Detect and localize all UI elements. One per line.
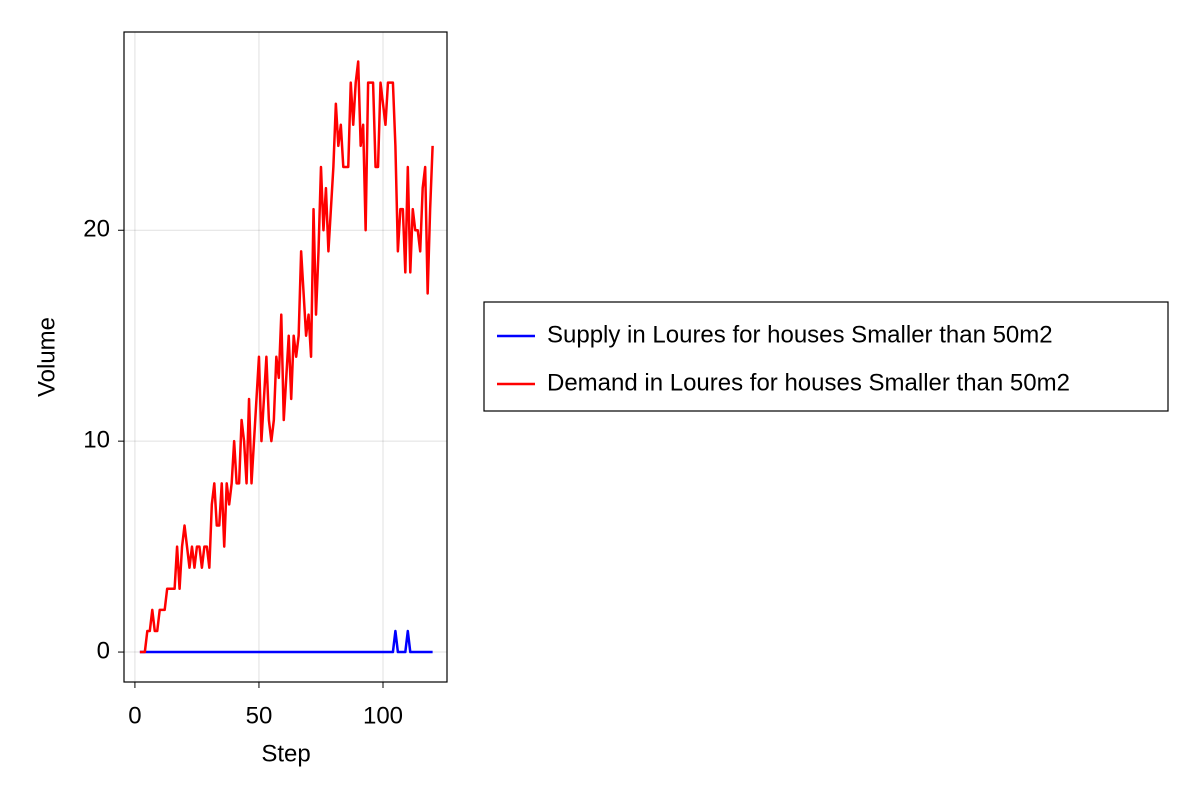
series-line xyxy=(139,629,433,654)
legend-label: Demand in Loures for houses Smaller than… xyxy=(547,369,1070,396)
x-tick-label: 0 xyxy=(128,702,141,729)
x-axis-label: Step xyxy=(261,740,310,767)
y-tick-label: 10 xyxy=(83,426,110,453)
x-tick-label: 100 xyxy=(363,702,403,729)
x-tick-label: 50 xyxy=(246,702,273,729)
legend-box xyxy=(483,301,1169,412)
y-tick-label: 0 xyxy=(97,637,110,664)
plot-frame xyxy=(123,31,448,683)
series-line xyxy=(139,60,434,654)
y-tick-label: 20 xyxy=(83,216,110,243)
legend-label: Supply in Loures for houses Smaller than… xyxy=(547,321,1053,348)
y-axis-label: Volume xyxy=(33,317,60,397)
